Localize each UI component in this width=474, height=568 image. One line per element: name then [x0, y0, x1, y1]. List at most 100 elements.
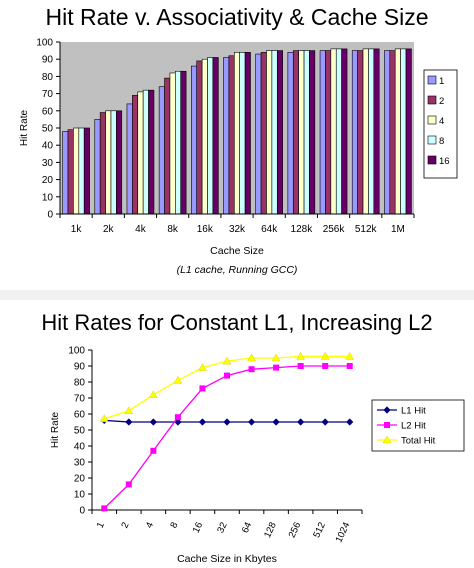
chart-panel-2: Hit Rates for Constant L1, Increasing L2… — [0, 300, 474, 568]
data-point — [322, 363, 329, 369]
bar — [169, 72, 176, 215]
data-point — [99, 414, 109, 423]
y-axis-label: Hit Rate — [50, 412, 61, 449]
bar — [142, 89, 149, 215]
legend-label: 8 — [439, 136, 444, 147]
data-point — [198, 418, 207, 426]
data-point — [149, 390, 158, 399]
panel-separator — [0, 290, 474, 300]
bar — [158, 86, 165, 215]
x-tick-label: 4k — [135, 224, 147, 235]
data-point — [173, 375, 183, 384]
bar — [400, 48, 407, 215]
y-tick-label: 40 — [42, 141, 54, 152]
bar — [405, 48, 412, 215]
x-tick-label: 1M — [391, 224, 405, 235]
legend-label: 4 — [439, 116, 444, 127]
x-tick-label: 512k — [355, 224, 378, 235]
bar — [110, 110, 117, 215]
legend-swatch — [427, 115, 437, 125]
x-tick-label: 128k — [291, 224, 314, 235]
bar — [105, 110, 112, 215]
bar-chart: 0 10 20 30 40 50 60 70 80 90 100 1k 2k 4k 8k 16k 32k 64k 1… — [19, 38, 458, 257]
bar — [83, 127, 90, 215]
y-tick-label: 10 — [74, 490, 86, 501]
line-chart: 0 10 20 30 40 50 60 70 80 90 100 1 2 4 8 16 32 64 128 256 51… — [50, 346, 465, 565]
bar — [362, 48, 369, 215]
y-tick-label: 100 — [68, 346, 85, 357]
data-point — [247, 418, 256, 426]
data-point — [346, 418, 354, 426]
data-point — [345, 351, 355, 360]
data-point — [296, 351, 305, 360]
y-tick-label: 50 — [74, 426, 86, 437]
data-point — [199, 385, 206, 392]
bar — [287, 52, 294, 215]
x-tick-label: 4 — [144, 521, 156, 530]
x-axis-label: Cache Size — [210, 245, 264, 257]
y-tick-label: 20 — [74, 474, 86, 485]
bar — [292, 50, 299, 215]
legend-label: 1 — [439, 76, 444, 87]
data-point — [149, 418, 157, 426]
bar — [62, 131, 69, 215]
y-axis-label: Hit Rate — [19, 110, 30, 147]
chart-caption: (L1 cache, Running GCC) — [176, 264, 298, 276]
data-point — [383, 406, 391, 414]
data-point — [247, 353, 256, 362]
data-point — [125, 418, 133, 426]
y-tick-label: 0 — [47, 210, 53, 221]
x-tick-label: 32k — [229, 224, 246, 235]
legend-label: Total Hit — [401, 436, 436, 447]
bar — [276, 50, 283, 215]
y-tick-label: 90 — [74, 362, 86, 373]
bar — [260, 52, 267, 215]
x-tick-label: 16 — [191, 521, 205, 535]
y-tick-label: 0 — [79, 506, 85, 517]
data-point — [321, 418, 329, 426]
data-point — [125, 481, 132, 488]
y-tick-label: 30 — [42, 158, 54, 169]
y-tick-label: 90 — [42, 55, 54, 66]
x-tick-label: 1 — [95, 521, 107, 530]
data-point — [248, 366, 255, 373]
bar — [244, 52, 251, 215]
data-point — [297, 363, 304, 369]
data-point — [198, 363, 207, 371]
legend-swatch — [427, 135, 437, 145]
chart-panel-1: Hit Rate v. Associativity & Cache Size 0… — [19, 4, 458, 276]
bar — [234, 52, 241, 215]
x-axis-label: Cache Size in Kbytes — [177, 553, 277, 565]
y-tick-label: 50 — [42, 124, 54, 135]
bar — [394, 48, 401, 215]
bar — [351, 50, 358, 215]
x-tick-label: 256k — [323, 224, 346, 235]
chart-title: Hit Rate v. Associativity & Cache Size — [45, 4, 429, 30]
bar — [368, 48, 375, 215]
bar — [67, 129, 74, 215]
bar — [384, 50, 391, 215]
bar — [99, 112, 106, 215]
y-tick-label: 40 — [74, 442, 86, 453]
bar — [94, 119, 101, 215]
bar — [207, 57, 214, 215]
y-tick-label: 10 — [42, 192, 54, 203]
bar — [73, 127, 80, 215]
bar — [303, 50, 310, 215]
y-tick-label: 80 — [74, 378, 86, 389]
legend-label: 2 — [439, 96, 444, 107]
data-point — [273, 364, 280, 371]
x-tick-label: 128 — [262, 521, 279, 540]
x-tick-label: 256 — [287, 521, 304, 540]
bar — [319, 50, 326, 215]
x-tick-label: 16k — [197, 224, 214, 235]
bar — [271, 50, 278, 215]
legend-swatch — [427, 75, 437, 85]
bar — [373, 48, 380, 215]
x-tick-label: 32 — [215, 521, 229, 535]
x-tick-label: 64 — [240, 521, 254, 535]
x-tick-label: 64k — [261, 224, 278, 235]
y-tick-label: 20 — [42, 175, 54, 186]
x-tick-label: 8 — [168, 521, 180, 530]
bar — [126, 103, 133, 215]
